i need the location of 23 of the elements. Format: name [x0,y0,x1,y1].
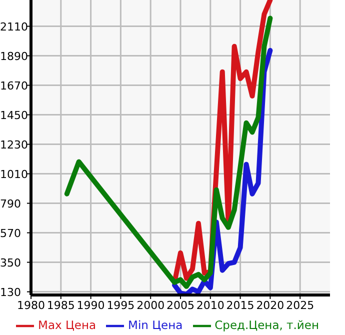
y-tick-label: 1890 [0,50,28,63]
y-tick-label: 130 [0,286,21,299]
x-tick-label: 2005 [166,298,194,312]
y-tick-label: 2110 [0,20,28,34]
y-tick-label: 790 [0,197,21,210]
y-tick-label: 1010 [0,168,28,181]
legend-label: Min Цена [128,318,183,332]
x-tick-label: 2015 [226,298,254,312]
y-tick-label: 350 [0,256,21,270]
x-tick-label: 1990 [76,298,105,312]
legend-label: Сред.Цена, т.йен [214,318,319,332]
x-tick-label: 1980 [17,298,45,312]
y-tick-label: 1230 [0,138,28,152]
x-tick-label: 2010 [196,298,224,312]
y-tick-label: 570 [0,226,21,240]
legend-label: Max Цена [38,318,96,332]
x-tick-label: 1995 [106,298,135,312]
x-tick-label: 2000 [136,298,165,312]
y-tick-label: 1450 [0,108,28,122]
y-tick-label: 1670 [0,79,28,92]
x-tick-label: 2020 [256,298,284,312]
x-tick-label: 2025 [286,298,314,312]
x-tick-label: 1985 [46,298,75,312]
